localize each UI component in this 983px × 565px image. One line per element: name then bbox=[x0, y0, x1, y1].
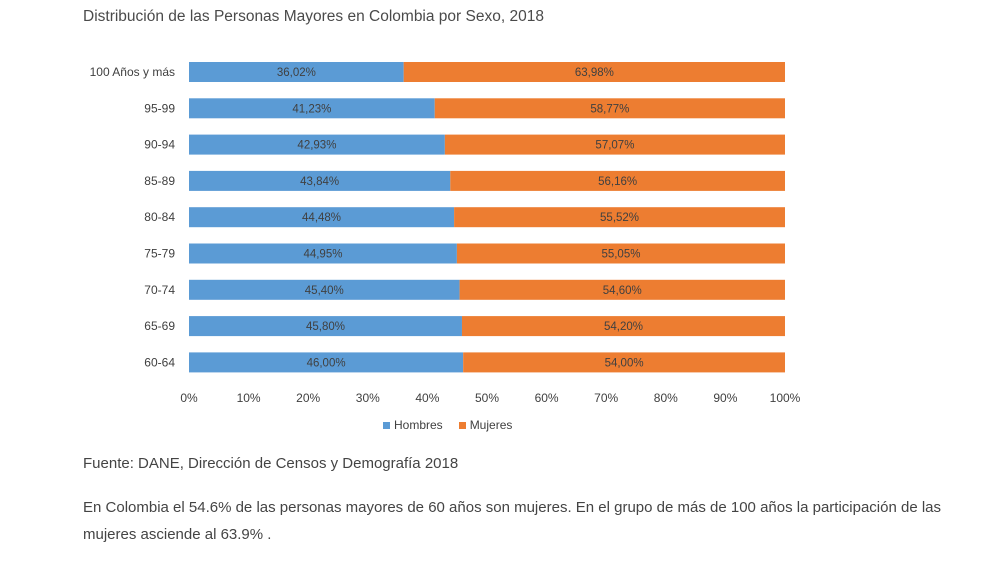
x-tick-label: 10% bbox=[237, 391, 261, 405]
summary-paragraph: En Colombia el 54.6% de las personas may… bbox=[83, 499, 942, 543]
source-note: Fuente: DANE, Dirección de Censos y Demo… bbox=[83, 455, 459, 472]
bar-label-hombres-85-89: 43,84% bbox=[300, 176, 339, 188]
bar-hombres-80-84 bbox=[189, 207, 455, 228]
bar-label-mujeres-90-94: 57,07% bbox=[595, 140, 634, 152]
bar-hombres-90-94 bbox=[189, 134, 445, 155]
bar-label-hombres-65-69: 45,80% bbox=[306, 321, 345, 333]
bar-label-mujeres-95-99: 58,77% bbox=[590, 103, 629, 115]
x-tick-label: 40% bbox=[415, 391, 439, 405]
bar-mujeres-80-84 bbox=[454, 207, 785, 228]
x-tick-label: 60% bbox=[535, 391, 559, 405]
bar-label-hombres-70-74: 45,40% bbox=[305, 285, 344, 297]
category-label-100-a-os-y-m-s: 100 Años y más bbox=[90, 65, 175, 79]
category-label-65-69: 65-69 bbox=[144, 319, 175, 333]
category-label-75-79: 75-79 bbox=[144, 247, 175, 261]
category-label-85-89: 85-89 bbox=[144, 174, 175, 188]
bar-hombres-95-99 bbox=[189, 98, 435, 119]
bar-mujeres-90-94 bbox=[444, 134, 785, 155]
x-tick-label: 80% bbox=[654, 391, 678, 405]
bar-label-mujeres-100-a-os-y-m-s: 63,98% bbox=[575, 67, 614, 79]
bar-label-hombres-60-64: 46,00% bbox=[307, 357, 346, 369]
category-label-80-84: 80-84 bbox=[144, 210, 175, 224]
bar-hombres-75-79 bbox=[189, 243, 457, 264]
bar-mujeres-60-64 bbox=[463, 352, 785, 373]
bar-label-mujeres-75-79: 55,05% bbox=[601, 249, 640, 261]
bar-label-hombres-95-99: 41,23% bbox=[292, 103, 331, 115]
bar-hombres-70-74 bbox=[189, 279, 460, 300]
bar-mujeres-100-a-os-y-m-s bbox=[403, 62, 785, 82]
bar-label-hombres-100-a-os-y-m-s: 36,02% bbox=[277, 67, 316, 79]
bar-mujeres-95-99 bbox=[434, 98, 785, 119]
bar-mujeres-75-79 bbox=[456, 243, 785, 264]
bar-label-hombres-75-79: 44,95% bbox=[303, 249, 342, 261]
bar-label-hombres-90-94: 42,93% bbox=[297, 140, 336, 152]
bar-label-mujeres-70-74: 54,60% bbox=[603, 285, 642, 297]
legend-label-hombres: Hombres bbox=[394, 418, 443, 432]
legend-label-mujeres: Mujeres bbox=[469, 418, 513, 432]
chart-title: Distribución de las Personas Mayores en … bbox=[83, 8, 544, 25]
stacked-bar-chart: 36,02% 63,98% 41,23% 58,77% 42,93% 57,07% 43,8… bbox=[90, 62, 801, 405]
bar-label-mujeres-65-69: 54,20% bbox=[604, 321, 643, 333]
legend-item-mujeres: Mujeres bbox=[458, 418, 513, 432]
category-label-95-99: 95-99 bbox=[144, 101, 175, 115]
bar-hombres-65-69 bbox=[189, 316, 462, 337]
bar-mujeres-65-69 bbox=[461, 316, 785, 337]
bar-label-mujeres-60-64: 54,00% bbox=[605, 357, 644, 369]
x-tick-label: 100% bbox=[770, 391, 801, 405]
bar-hombres-60-64 bbox=[189, 352, 464, 373]
x-tick-label: 30% bbox=[356, 391, 380, 405]
category-label-70-74: 70-74 bbox=[144, 283, 175, 297]
bar-hombres-100-a-os-y-m-s bbox=[189, 62, 404, 82]
x-tick-label: 70% bbox=[594, 391, 618, 405]
category-label-60-64: 60-64 bbox=[144, 355, 175, 369]
chart-legend: Hombres Mujeres bbox=[383, 418, 512, 432]
legend-item-hombres: Hombres bbox=[383, 418, 443, 432]
x-tick-label: 50% bbox=[475, 391, 499, 405]
bar-mujeres-70-74 bbox=[459, 279, 785, 300]
legend-swatch-mujeres bbox=[458, 421, 466, 429]
x-tick-label: 20% bbox=[296, 391, 320, 405]
bar-label-hombres-80-84: 44,48% bbox=[302, 212, 341, 224]
bar-label-mujeres-80-84: 55,52% bbox=[600, 212, 639, 224]
x-tick-label: 90% bbox=[713, 391, 737, 405]
bar-label-mujeres-85-89: 56,16% bbox=[598, 176, 637, 188]
category-labels: 100 Años y más 95-99 90-94 85-89 80-84 75-79 7… bbox=[90, 65, 176, 369]
bars-group: 36,02% 63,98% 41,23% 58,77% 42,93% 57,07% 43,8… bbox=[189, 62, 785, 373]
category-label-90-94: 90-94 bbox=[144, 138, 175, 152]
x-tick-label: 0% bbox=[180, 391, 198, 405]
bar-hombres-85-89 bbox=[189, 170, 451, 191]
x-axis-ticks: 0% 10% 20% 30% 40% 50% 60% 70% 80% 90% 100% bbox=[180, 391, 800, 405]
bar-mujeres-85-89 bbox=[450, 170, 785, 191]
legend-swatch-hombres bbox=[383, 421, 390, 429]
